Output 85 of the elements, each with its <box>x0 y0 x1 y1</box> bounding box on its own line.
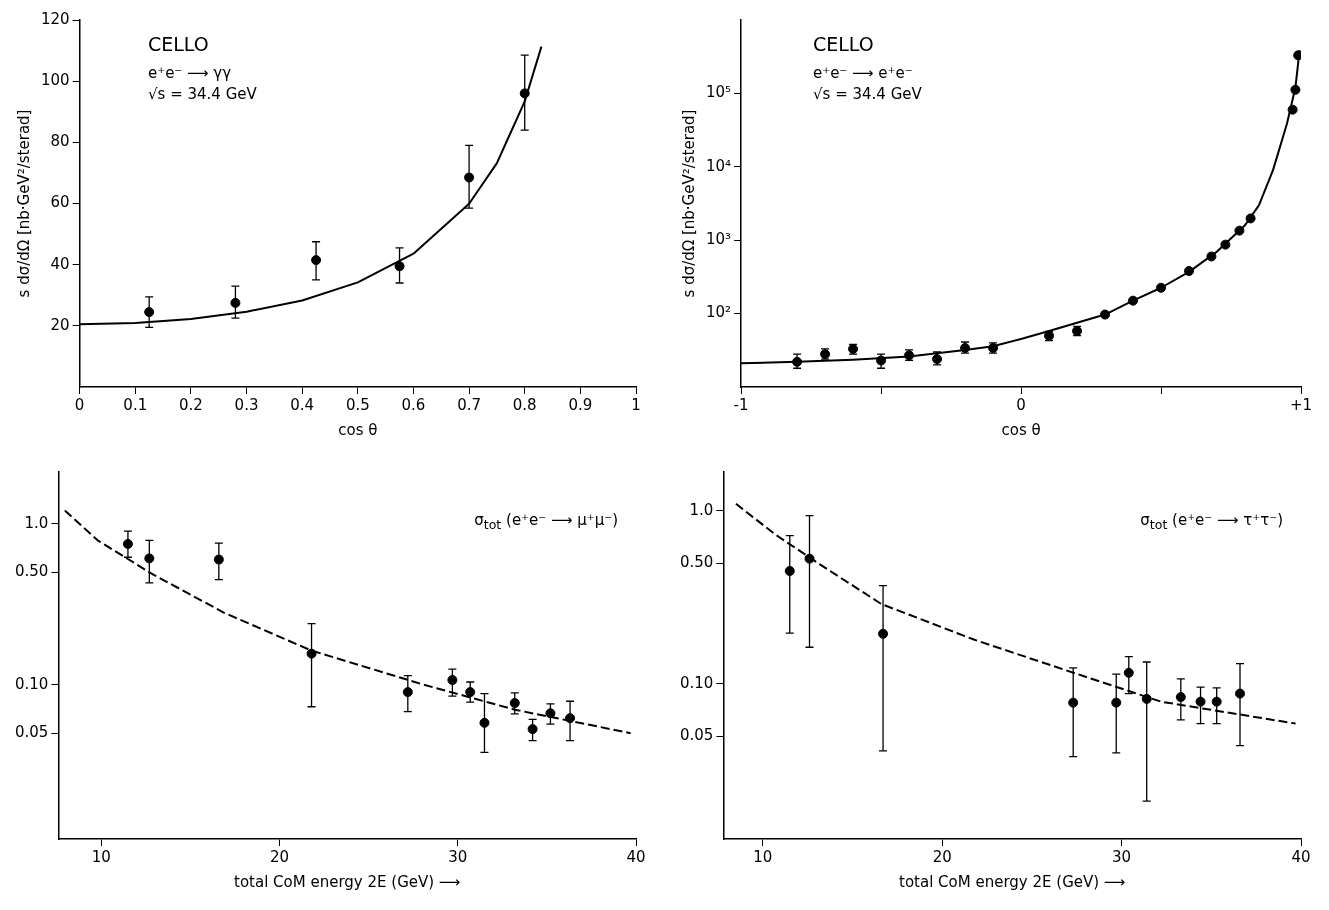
y-tick-label: 10⁴ <box>705 156 732 175</box>
point <box>144 307 155 318</box>
point <box>1175 692 1186 703</box>
point <box>1184 266 1195 277</box>
point <box>1290 84 1301 95</box>
point <box>402 687 413 698</box>
point <box>465 687 476 698</box>
point <box>394 261 405 272</box>
x-tick-label: 40 <box>626 847 646 866</box>
point <box>1111 697 1122 708</box>
y-tick-label: 40 <box>50 254 70 273</box>
point <box>1234 225 1245 236</box>
x-tick-label: 40 <box>1291 847 1311 866</box>
y-tick-label: 10² <box>705 303 732 322</box>
x-tick-label: -1 <box>733 395 749 414</box>
y-tick-label: 0.05 <box>679 725 714 744</box>
x-tick-label: 0.6 <box>401 395 426 414</box>
point <box>1195 696 1206 707</box>
point <box>1123 667 1134 678</box>
x-tick-label: 0.2 <box>178 395 203 414</box>
point <box>1245 213 1256 224</box>
point <box>1220 239 1231 250</box>
y-tick-label: 20 <box>50 315 70 334</box>
y-tick-label: 0.10 <box>14 674 49 693</box>
x-tick-label: 0 <box>1016 395 1026 414</box>
point <box>1287 104 1298 115</box>
annotation: √s = 34.4 GeV <box>813 84 922 105</box>
point <box>784 565 795 576</box>
point <box>509 698 520 709</box>
point <box>519 88 530 99</box>
x-tick-label: 0.8 <box>512 395 537 414</box>
y-tick-label: 0.05 <box>14 723 49 742</box>
y-tick-label: 10⁵ <box>705 83 732 102</box>
point <box>1068 697 1079 708</box>
y-axis-title: s dσ/dΩ [nb·GeV²/sterad] <box>679 109 698 298</box>
y-axis-title: s dσ/dΩ [nb·GeV²/sterad] <box>14 109 33 298</box>
annotation: √s = 34.4 GeV <box>148 84 257 105</box>
point <box>144 553 155 564</box>
y-tick-label: 1.0 <box>689 500 714 519</box>
y-tick-label: 80 <box>50 132 70 151</box>
y-tick-label: 10³ <box>705 230 732 249</box>
y-tick-label: 120 <box>40 9 70 28</box>
y-tick-label: 0.50 <box>679 552 714 571</box>
point <box>1100 309 1111 320</box>
x-tick-label: 20 <box>269 847 289 866</box>
point <box>1206 251 1217 262</box>
annotation: σ$_{tot}$ (e⁺e⁻ ⟶ μ⁺μ⁻) <box>474 510 618 534</box>
x-tick-label: 0.1 <box>123 395 148 414</box>
point <box>1156 282 1167 293</box>
x-tick-label: 0.5 <box>345 395 370 414</box>
point <box>447 675 458 686</box>
x-tick-label: 0 <box>74 395 85 414</box>
point <box>1141 693 1152 704</box>
point <box>527 724 538 735</box>
x-tick-label: 0.4 <box>290 395 315 414</box>
x-axis-title: cos θ <box>338 420 378 439</box>
y-tick-label: 0.50 <box>14 562 49 581</box>
x-tick-label: 10 <box>91 847 111 866</box>
annotation: e⁺e⁻ ⟶ γγ <box>148 63 233 84</box>
point <box>230 297 241 308</box>
x-tick-label: 30 <box>448 847 468 866</box>
point <box>213 554 224 565</box>
x-axis-title: cos θ <box>1001 420 1041 439</box>
x-tick-label: 0.9 <box>568 395 593 414</box>
point <box>479 717 490 728</box>
y-tick-label: 1.0 <box>24 513 49 532</box>
x-tick-label: 0.7 <box>457 395 482 414</box>
x-tick-label: +1 <box>1289 395 1313 414</box>
x-tick-label: 20 <box>932 847 952 866</box>
x-tick-label: 10 <box>753 847 773 866</box>
annotation: CELLO <box>148 33 210 55</box>
x-tick-label: 30 <box>1112 847 1132 866</box>
point <box>1211 696 1222 707</box>
y-tick-label: 60 <box>50 193 70 212</box>
annotation: e⁺e⁻ ⟶ e⁺e⁻ <box>813 63 914 84</box>
annotation: σ$_{tot}$ (e⁺e⁻ ⟶ τ⁺τ⁻) <box>1140 510 1283 534</box>
annotation: CELLO <box>813 33 875 55</box>
point <box>1128 295 1139 306</box>
x-tick-label: 1 <box>631 395 641 414</box>
x-axis-title: total CoM energy 2E (GeV) ⟶ <box>234 872 461 891</box>
y-tick-label: 0.10 <box>679 673 714 692</box>
x-axis-title: total CoM energy 2E (GeV) ⟶ <box>899 872 1126 891</box>
x-tick-label: 0.3 <box>234 395 259 414</box>
y-tick-label: 100 <box>40 71 70 90</box>
point <box>545 708 556 719</box>
